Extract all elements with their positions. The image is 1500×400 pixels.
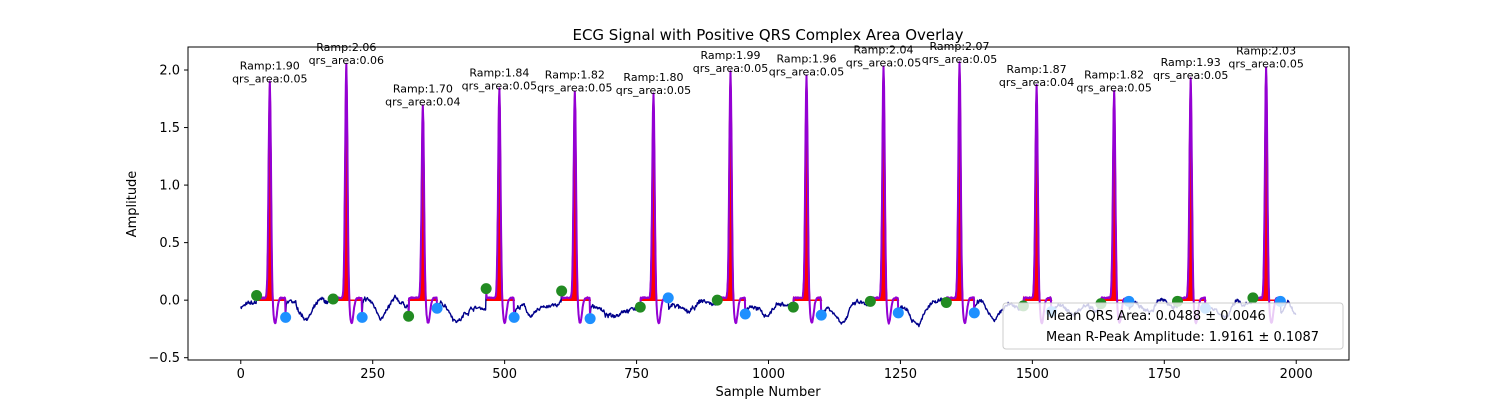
x-tick-label: 0 [237, 367, 245, 382]
qrs-onset-marker [556, 285, 568, 297]
qrs-onset-marker [403, 310, 415, 322]
legend-box [1002, 302, 1344, 350]
qrs-area-label: qrs_area:0.05 [769, 66, 844, 79]
qrs-area-label: qrs_area:0.05 [846, 56, 921, 69]
ramp-label: Ramp:2.04 [854, 43, 914, 56]
ramp-label: Ramp:1.82 [545, 69, 605, 82]
qrs-offset-marker [508, 311, 520, 323]
qrs-onset-marker [940, 296, 952, 308]
ramp-label: Ramp:2.03 [1236, 45, 1296, 58]
qrs-onset-marker [864, 295, 876, 307]
qrs-area-label: qrs_area:0.05 [922, 53, 997, 66]
qrs-segment-line [255, 80, 287, 325]
y-tick-label: −0.5 [148, 351, 180, 366]
ramp-label: Ramp:1.99 [700, 49, 760, 62]
y-tick-label: 2.0 [159, 64, 180, 79]
qrs-area-label: qrs_area:0.05 [1228, 58, 1303, 71]
ramp-label: Ramp:1.84 [469, 66, 529, 79]
qrs-area-label: qrs_area:0.05 [1153, 69, 1228, 82]
x-axis-label: Sample Number [715, 385, 821, 400]
y-tick-label: 1.0 [159, 179, 180, 194]
y-axis-label: Amplitude [125, 171, 140, 238]
qrs-offset-marker [892, 307, 904, 319]
qrs-segment-line [869, 65, 900, 325]
x-tick-label: 1000 [752, 367, 785, 382]
ramp-label: Ramp:1.87 [1007, 63, 1067, 76]
ramp-label: Ramp:1.80 [623, 71, 683, 84]
x-tick-label: 2000 [1280, 367, 1313, 382]
qrs-offset-marker [662, 292, 674, 304]
axes: 0 250 500 750 1000 1250 1500 1750 2000 −0.5 0.0 0.5… [148, 64, 1312, 382]
qrs-segment-line [945, 61, 976, 325]
ramp-label: Ramp:1.96 [776, 53, 836, 66]
qrs-segment-line [407, 104, 439, 324]
qrs-area-label: qrs_area:0.05 [462, 79, 537, 92]
qrs-offset-marker [280, 311, 292, 323]
qrs-segment-line [560, 90, 592, 324]
ramp-label: Ramp:1.93 [1161, 56, 1221, 69]
qrs-offset-marker [968, 307, 980, 319]
ramp-label: Ramp:1.82 [1084, 69, 1144, 82]
qrs-onset-marker [1247, 292, 1259, 304]
legend: Mean QRS Area: 0.0488 ± 0.0046 Mean R-Pe… [1002, 302, 1344, 350]
ramp-label: Ramp:1.70 [393, 83, 453, 96]
ramp-label: Ramp:2.06 [316, 41, 376, 54]
qrs-onset-marker [634, 301, 646, 313]
qrs-area-label: qrs_area:0.05 [616, 84, 691, 97]
qrs-onset-marker [480, 283, 492, 295]
qrs-segment-line [792, 74, 823, 324]
qrs-segment-line [485, 87, 516, 325]
ramp-label: Ramp:1.90 [240, 60, 300, 73]
legend-entry-qrs-area: Mean QRS Area: 0.0488 ± 0.0046 [1046, 309, 1266, 324]
qrs-area-label: qrs_area:0.05 [232, 73, 307, 86]
qrs-offset-marker [431, 302, 443, 314]
qrs-segment-line [1176, 77, 1207, 325]
x-tick-label: 1500 [1016, 367, 1049, 382]
y-tick-label: 0.0 [159, 294, 180, 309]
qrs-onset-marker [711, 294, 723, 306]
qrs-offset-marker [356, 311, 368, 323]
x-tick-label: 750 [624, 367, 649, 382]
y-tick-label: 1.5 [159, 121, 180, 136]
qrs-area-label: qrs_area:0.04 [385, 96, 460, 109]
x-tick-label: 1250 [884, 367, 917, 382]
qrs-area-label: qrs_area:0.06 [309, 54, 384, 67]
x-tick-label: 250 [360, 367, 385, 382]
qrs-area-label: qrs_area:0.04 [999, 76, 1074, 89]
qrs-segment-line [1022, 83, 1053, 325]
qrs-area-label: qrs_area:0.05 [1076, 82, 1151, 95]
qrs-offset-marker [815, 309, 827, 321]
qrs-onset-marker [787, 301, 799, 313]
qrs-area-label: qrs_area:0.05 [537, 82, 612, 95]
y-tick-label: 0.5 [159, 236, 180, 251]
plot-area: Ramp:1.90qrs_area:0.05Ramp:2.06qrs_area:… [232, 40, 1304, 328]
x-tick-label: 500 [492, 367, 517, 382]
qrs-area-label: qrs_area:0.05 [693, 62, 768, 75]
ramp-label: Ramp:2.07 [930, 40, 990, 53]
x-tick-label: 1750 [1148, 367, 1181, 382]
qrs-offset-marker [739, 308, 751, 320]
plot-frame [187, 46, 1350, 361]
chart-title: ECG Signal with Positive QRS Complex Are… [572, 26, 963, 44]
legend-entry-r-peak: Mean R-Peak Amplitude: 1.9161 ± 0.1087 [1046, 330, 1319, 345]
qrs-offset-marker [584, 313, 596, 325]
qrs-onset-marker [327, 293, 339, 305]
qrs-onset-marker [251, 290, 263, 302]
